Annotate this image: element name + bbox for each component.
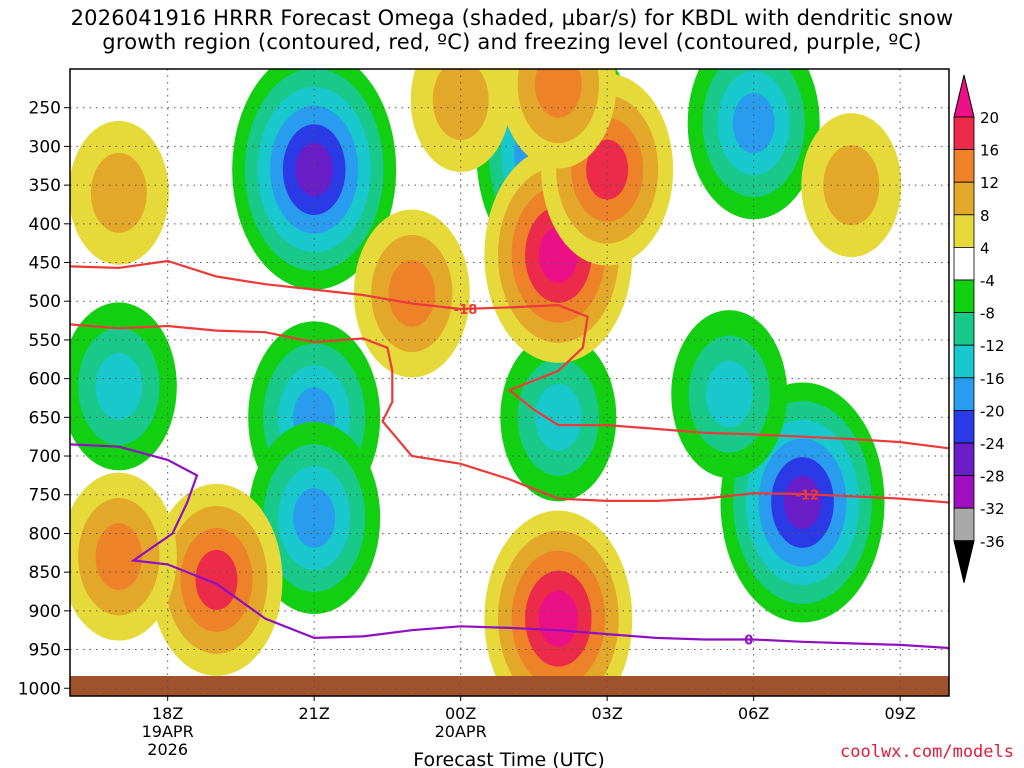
y-tick-label: 350: [29, 176, 61, 196]
omega-cell: [538, 590, 578, 647]
omega-shading: [70, 69, 902, 696]
colorbar-label: 12: [980, 174, 999, 192]
colorbar-label: -4: [980, 272, 995, 290]
colorbar-bin: [953, 116, 975, 150]
omega-cell: [388, 260, 436, 327]
dgz-contour: [70, 323, 949, 504]
omega-cell: [95, 523, 143, 591]
colorbar-label: -8: [980, 305, 995, 323]
x-tick-label: 03Z: [592, 704, 623, 723]
y-tick-label: 850: [29, 563, 61, 583]
colorbar-bin: [953, 279, 975, 313]
y-tick-label: 750: [29, 486, 61, 506]
plot-frame: [69, 68, 950, 697]
chart-title-line2: growth region (contoured, red, ºC) and f…: [102, 30, 922, 54]
omega-cell: [783, 475, 822, 530]
y-tick-label: 900: [29, 602, 61, 622]
colorbar-bin: [953, 312, 975, 346]
x-tick-label: 18Z: [152, 704, 183, 723]
colorbar-bin: [953, 507, 975, 542]
omega-feature: [484, 510, 633, 696]
y-tick-label: 1000: [18, 679, 61, 699]
colorbar-bottom-arrow: [953, 540, 975, 583]
contour-label: -18: [454, 303, 478, 318]
credit-text: coolwx.com/models: [840, 742, 1014, 762]
y-tick-label: 650: [29, 408, 61, 428]
colorbar-label: -24: [980, 435, 1005, 453]
colorbar-bin: [953, 475, 975, 509]
chart-title-line1: 2026041916 HRRR Forecast Omega (shaded, …: [70, 6, 954, 30]
colorbar-bin: [953, 442, 975, 476]
omega-cell: [705, 360, 753, 428]
omega-feature: [671, 310, 788, 479]
omega-cell: [432, 69, 489, 140]
omega-feature: [410, 69, 511, 172]
omega-cell: [732, 93, 775, 154]
omega-cell: [535, 69, 582, 118]
x-tick-date: 20APR: [435, 722, 487, 741]
x-tick-label: 21Z: [299, 704, 330, 723]
colorbar-label: 20: [980, 109, 999, 127]
grid-lines: [70, 69, 949, 696]
colorbar-bin: [953, 246, 975, 281]
colorbar-bin: [953, 377, 975, 411]
colorbar-label: 16: [980, 142, 999, 160]
omega-cell: [295, 142, 333, 197]
omega-cell: [90, 152, 147, 233]
x-tick-label: 00Z: [445, 704, 476, 723]
omega-feature: [500, 69, 617, 169]
x-tick-date: 19APR: [142, 722, 194, 741]
y-tick-label: 600: [29, 370, 61, 390]
contour-label: 0: [744, 633, 753, 648]
temperature-contours: -18 -12 0: [70, 259, 949, 650]
colorbar-bin: [953, 344, 975, 379]
y-tick-label: 450: [29, 254, 61, 274]
dgz-contour: [70, 259, 949, 450]
contour-label: -12: [796, 489, 820, 504]
y-tick-label: 250: [29, 99, 61, 119]
y-tick-label: 400: [29, 215, 61, 235]
omega-feature: [687, 69, 820, 220]
colorbar-label: -12: [980, 337, 1005, 355]
colorbar: 20 16 12 8 4 -4 -8 -12 -16 -20 -24 -28 -32 -36: [953, 74, 1005, 583]
ground-terrain: [70, 676, 949, 696]
y-tick-label: 550: [29, 331, 61, 351]
x-axis-label: Forecast Time (UTC): [413, 749, 604, 768]
omega-feature: [70, 120, 169, 265]
omega-cell: [95, 353, 143, 420]
omega-feature: [232, 69, 397, 290]
colorbar-top-arrow: [953, 74, 975, 118]
colorbar-bin: [953, 181, 975, 216]
colorbar-label: -28: [980, 468, 1005, 486]
omega-feature: [70, 472, 177, 641]
omega-feature: [353, 209, 470, 378]
freezing-level-contour: [70, 443, 949, 650]
colorbar-label: -16: [980, 370, 1005, 388]
colorbar-label: 4: [980, 239, 990, 257]
colorbar-bin: [953, 214, 975, 248]
y-axis: 250 300 350 400 450 500 550 600 650 700 750 800 850 9…: [18, 99, 70, 699]
y-tick-label: 500: [29, 292, 61, 312]
x-tick-label: 06Z: [738, 704, 769, 723]
y-tick-label: 800: [29, 524, 61, 544]
omega-feature: [150, 483, 283, 676]
colorbar-label: -32: [980, 500, 1005, 518]
omega-cell: [195, 549, 238, 610]
colorbar-label: -36: [980, 533, 1005, 551]
y-tick-label: 950: [29, 641, 61, 661]
x-tick-year: 2026: [147, 740, 188, 759]
omega-feature: [70, 302, 177, 471]
colorbar-bin: [953, 409, 975, 444]
colorbar-bin: [953, 149, 975, 183]
y-tick-label: 700: [29, 447, 61, 467]
y-tick-label: 300: [29, 137, 61, 157]
colorbar-label: 8: [980, 207, 990, 225]
colorbar-label: -20: [980, 402, 1005, 420]
x-tick-label: 09Z: [885, 704, 916, 723]
